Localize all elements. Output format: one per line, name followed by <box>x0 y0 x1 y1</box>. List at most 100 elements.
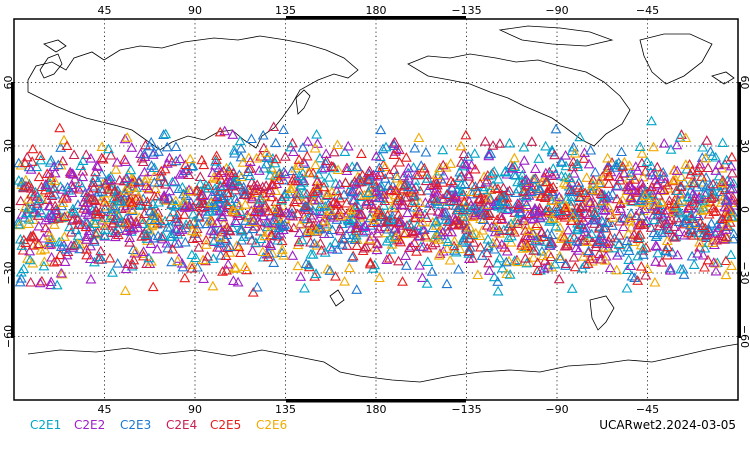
observation-marker <box>322 189 334 200</box>
observation-marker <box>153 196 164 207</box>
observation-marker <box>243 211 255 222</box>
observation-marker <box>279 151 291 161</box>
observation-marker <box>248 185 260 196</box>
observation-marker <box>432 206 444 216</box>
observation-marker <box>720 219 732 230</box>
legend-item-c2e5: C2E5 <box>210 418 242 432</box>
observation-marker <box>554 222 566 232</box>
observation-marker <box>650 240 662 250</box>
observation-marker <box>534 211 546 222</box>
observation-marker <box>98 230 110 240</box>
observation-marker <box>637 197 649 207</box>
observation-marker <box>269 214 281 225</box>
observation-marker <box>311 180 323 191</box>
observation-marker <box>146 160 157 170</box>
observation-marker <box>217 266 228 276</box>
observation-marker <box>336 239 348 249</box>
observation-marker <box>658 137 670 148</box>
observation-marker <box>598 222 610 233</box>
observation-marker <box>559 211 571 222</box>
observation-marker <box>163 192 175 203</box>
observation-marker <box>381 215 393 226</box>
observation-marker <box>149 190 160 201</box>
observation-marker <box>194 198 206 209</box>
observation-marker <box>205 197 217 207</box>
observation-marker <box>243 152 255 163</box>
observation-marker <box>179 202 191 212</box>
observation-marker <box>431 229 443 240</box>
observation-marker <box>582 258 594 268</box>
observation-marker <box>574 201 586 212</box>
observation-marker <box>510 169 522 180</box>
bottom-frame-bar <box>286 399 466 403</box>
observation-marker <box>156 171 168 182</box>
observation-marker <box>727 183 739 194</box>
observation-marker <box>390 231 402 242</box>
observation-marker <box>392 194 404 205</box>
observation-marker <box>69 173 81 184</box>
observation-marker <box>540 205 552 216</box>
observation-marker <box>162 242 174 253</box>
observation-marker <box>124 232 136 243</box>
observation-marker <box>417 216 429 227</box>
observation-marker <box>364 258 376 269</box>
observation-marker <box>719 234 730 244</box>
observation-marker <box>694 202 705 213</box>
observation-marker <box>437 193 449 204</box>
observation-marker <box>251 179 263 190</box>
observation-marker <box>244 156 256 166</box>
observation-marker <box>327 197 339 208</box>
observation-marker <box>40 222 51 233</box>
observation-marker <box>585 184 597 195</box>
observation-marker <box>680 132 692 143</box>
observation-marker <box>467 229 479 239</box>
observation-marker <box>546 261 558 272</box>
observation-marker <box>297 142 309 152</box>
observation-marker <box>706 237 718 247</box>
observation-marker <box>257 246 269 257</box>
observation-marker <box>656 256 668 267</box>
observation-marker <box>497 196 509 206</box>
observation-marker <box>488 271 500 282</box>
observation-marker <box>238 231 250 241</box>
observation-marker <box>531 265 543 276</box>
observation-marker <box>675 207 687 218</box>
observation-marker <box>641 156 653 166</box>
observation-marker <box>183 184 195 195</box>
observation-marker <box>112 257 124 268</box>
observation-marker <box>258 142 270 153</box>
observation-marker <box>469 163 481 174</box>
observation-marker <box>417 241 429 251</box>
observation-marker <box>699 242 711 253</box>
observation-marker <box>192 184 203 195</box>
observation-marker <box>283 188 295 199</box>
observation-marker <box>270 153 282 164</box>
observation-marker <box>440 161 452 172</box>
observation-marker <box>665 144 677 154</box>
observation-marker <box>310 268 322 279</box>
observation-marker <box>488 165 500 176</box>
observation-marker <box>179 209 190 219</box>
observation-marker <box>262 251 274 262</box>
lat-tick-right-2: 0 <box>738 206 750 213</box>
observation-marker <box>445 175 457 186</box>
observation-marker <box>31 200 43 210</box>
observation-marker <box>668 174 680 185</box>
observation-marker <box>675 181 687 191</box>
observation-marker <box>164 185 176 196</box>
observation-marker <box>372 227 384 238</box>
observation-marker <box>108 214 120 225</box>
lat-tick-left-3: −30 <box>2 261 15 284</box>
observation-marker <box>126 142 138 152</box>
observation-marker <box>338 233 350 244</box>
observation-marker <box>120 156 132 166</box>
observation-marker <box>257 129 269 140</box>
observation-marker <box>16 208 28 219</box>
observation-marker <box>339 146 351 156</box>
observation-marker <box>96 141 108 151</box>
observation-marker <box>291 190 303 201</box>
observation-marker <box>210 186 222 196</box>
observation-marker <box>433 249 445 260</box>
observation-marker <box>340 229 352 240</box>
observation-marker <box>705 218 717 228</box>
